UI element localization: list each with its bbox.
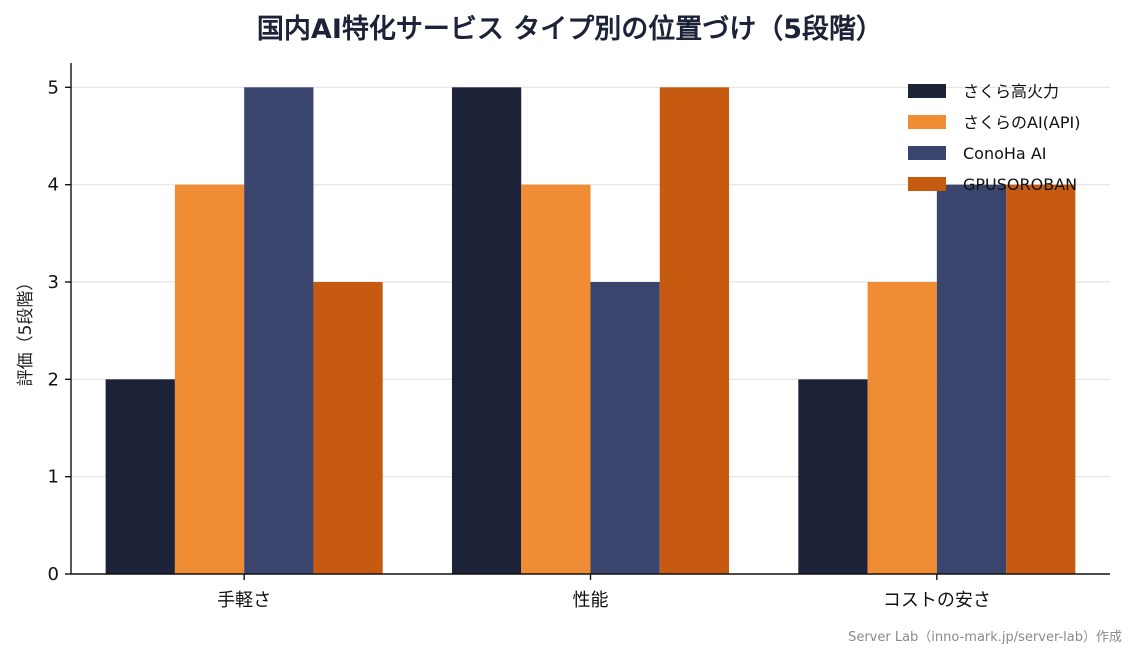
bar-2-1 <box>867 282 937 574</box>
bar-0-2 <box>244 87 314 574</box>
bar-1-0 <box>451 87 522 574</box>
bar-0-3 <box>313 282 383 574</box>
y-tick-label-0: 0 <box>48 564 59 585</box>
y-tick-label-3: 3 <box>48 272 59 293</box>
y-tick-label-4: 4 <box>48 175 59 196</box>
bar-1-1 <box>521 184 591 574</box>
bar-0-0 <box>105 379 175 574</box>
bar-0-1 <box>174 184 245 574</box>
legend-label-2: ConoHa AI <box>963 144 1046 163</box>
y-tick-label-2: 2 <box>48 369 59 390</box>
category-label-1: 性能 <box>573 590 609 611</box>
legend-swatch-0 <box>908 84 946 98</box>
bar-2-2 <box>936 184 1007 574</box>
legend-swatch-3 <box>908 177 946 191</box>
y-tick-label-5: 5 <box>48 77 59 98</box>
credit-text: Server Lab（inno-mark.jp/server-lab）作成 <box>848 630 1122 645</box>
chart-title: 国内AI特化サービス タイプ別の位置づけ（5段階） <box>257 13 883 45</box>
bar-2-0 <box>798 379 868 574</box>
legend-label-1: さくらのAI(API) <box>963 113 1080 132</box>
legend-label-0: さくら高火力 <box>963 82 1059 101</box>
y-tick-labels: 0 1 2 3 4 5 <box>48 77 71 585</box>
bar-2-3 <box>1006 184 1076 574</box>
bar-1-3 <box>659 87 730 574</box>
legend-swatch-1 <box>908 115 946 129</box>
y-tick-label-1: 1 <box>48 467 59 488</box>
y-axis-label: 評価（5段階） <box>16 274 36 387</box>
bars <box>105 87 1076 574</box>
category-labels: 手軽さ 性能 コストの安さ <box>217 574 991 611</box>
category-label-2: コストの安さ <box>883 590 991 611</box>
legend-label-3: GPUSOROBAN <box>963 175 1077 194</box>
category-label-0: 手軽さ <box>217 590 271 611</box>
legend-swatch-2 <box>908 146 946 160</box>
bar-1-2 <box>590 282 660 574</box>
